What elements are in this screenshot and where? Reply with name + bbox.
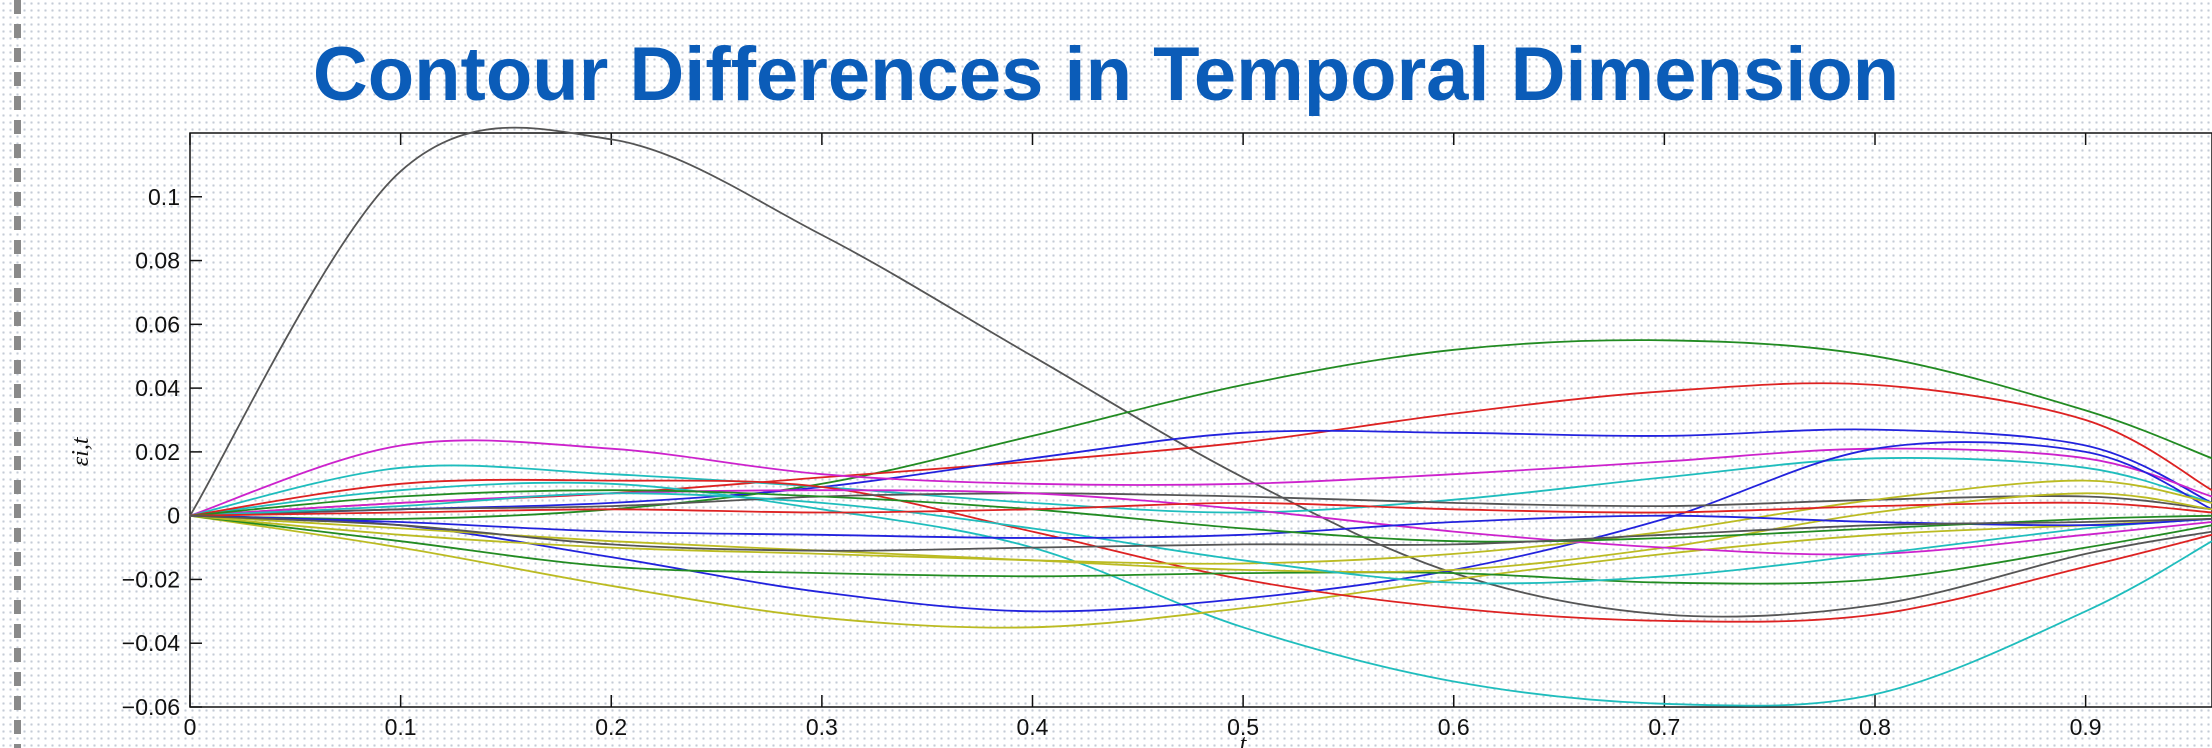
x-axis-label: t	[1240, 731, 1248, 748]
left-dashed-rule	[14, 0, 21, 748]
series-line-13	[189, 479, 2212, 565]
x-tick-label: 0.5	[1227, 714, 1259, 740]
series-line-17	[189, 514, 2212, 539]
axis-ticks	[189, 133, 2087, 708]
x-tick-label: 0	[184, 714, 197, 740]
y-tick-label: −0.06	[122, 694, 180, 720]
series-line-11	[189, 514, 2212, 585]
y-tick-label: 0	[167, 503, 180, 529]
x-tick-label: 0.2	[595, 714, 627, 740]
series-line-8	[189, 441, 2212, 613]
x-tick-label: 0.8	[1859, 714, 1891, 740]
series-line-5	[189, 439, 2212, 517]
tick-labels: 0 0.1 0.2 0.3 0.4 0.5 0.6 0.7 0.8 0.9 −0.06 −0.04 −0…	[122, 184, 2102, 740]
series-line-19	[189, 501, 2212, 517]
y-tick-label: −0.02	[122, 566, 180, 592]
series-layer	[189, 126, 2212, 707]
y-tick-label: 0.06	[135, 311, 180, 337]
y-tick-label: 0.04	[135, 375, 180, 401]
y-tick-label: 0.02	[135, 439, 180, 465]
series-line-6	[189, 457, 2212, 517]
y-tick-label: 0.1	[148, 184, 180, 210]
series-line-10	[189, 478, 2212, 623]
series-line-9	[189, 514, 2212, 629]
series-line-2	[189, 339, 2212, 520]
x-tick-label: 0.9	[2070, 714, 2102, 740]
y-tick-label: −0.04	[122, 630, 180, 656]
x-tick-label: 0.7	[1648, 714, 1680, 740]
y-axis-label: εi,t	[68, 436, 94, 466]
x-tick-label: 0.6	[1438, 714, 1470, 740]
series-line-16	[189, 492, 2212, 585]
x-tick-label: 0.3	[806, 714, 838, 740]
plot-frame	[189, 132, 2212, 708]
x-tick-label: 0.1	[385, 714, 417, 740]
series-line-4	[189, 428, 2212, 517]
y-tick-label: 0.08	[135, 248, 180, 274]
series-line-12	[189, 492, 2212, 517]
series-line-7	[189, 481, 2212, 707]
slide-title: Contour Differences in Temporal Dimensio…	[312, 32, 1900, 117]
series-line-18	[189, 489, 2212, 543]
series-line-14	[189, 492, 2212, 573]
x-tick-label: 0.4	[1017, 714, 1049, 740]
series-line-20	[189, 514, 2212, 552]
series-line-1	[189, 126, 2212, 618]
